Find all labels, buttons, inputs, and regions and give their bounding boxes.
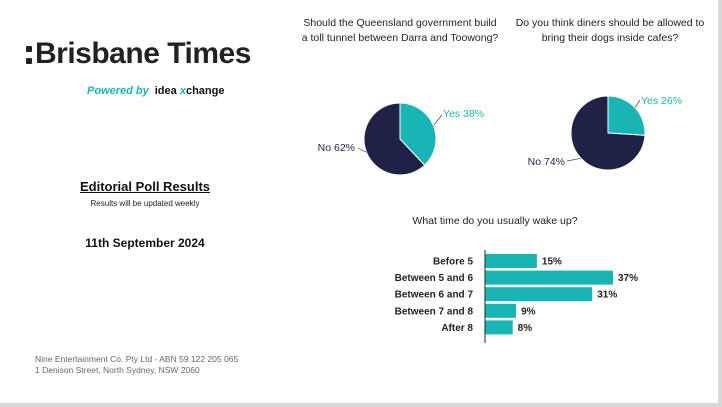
pie-1-leader-1 bbox=[357, 147, 367, 153]
bar-category-label-1: Between 5 and 6 bbox=[395, 273, 474, 284]
bar-value-label-4: 8% bbox=[518, 323, 533, 334]
bar-chart-wake-up-time: Before 5 15% Between 5 and 6 37% Between 6 a… bbox=[395, 250, 638, 343]
pie-2-title: Do you think diners should be allowed to… bbox=[515, 17, 705, 44]
bar-value-label-0: 15% bbox=[542, 257, 562, 268]
ideaxchange-logo: idea xchange bbox=[155, 85, 225, 97]
bar-1 bbox=[485, 270, 613, 285]
pie-2-label-0: Yes 26% bbox=[641, 95, 682, 107]
pie-1-slice-0 bbox=[399, 102, 437, 166]
pie-chart-dogs-in-cafes: Yes 26% No 74% bbox=[528, 95, 682, 171]
ideaxchange-x: x bbox=[179, 85, 186, 97]
bar-2 bbox=[485, 287, 593, 302]
bar-category-label-3: Between 7 and 8 bbox=[395, 306, 474, 317]
bar-category-label-0: Before 5 bbox=[433, 257, 473, 268]
pie-2-leader-0 bbox=[634, 99, 641, 108]
footer-line-2: 1 Denison Street, North Sydney, NSW 2060 bbox=[35, 365, 200, 375]
powered-by-label: Powered by bbox=[87, 85, 149, 97]
bar-category-label-2: Between 6 and 7 bbox=[395, 290, 474, 301]
pie-1-label-1: No 62% bbox=[318, 142, 355, 154]
ideaxchange-change: change bbox=[185, 85, 225, 97]
pie-2-leader-1 bbox=[566, 157, 582, 162]
footer: Nine Entertainment Co. Pty Ltd - ABN 59 … bbox=[35, 354, 238, 376]
pie-chart-toll-tunnel: Yes 38% No 62% bbox=[318, 102, 484, 176]
bar-value-label-3: 9% bbox=[521, 306, 536, 317]
bar-value-label-1: 37% bbox=[618, 273, 638, 284]
poll-subtitle: Results will be updated weekly bbox=[90, 199, 200, 208]
pie-1-title: Should the Queensland government build a… bbox=[301, 17, 499, 44]
bar-value-label-2: 31% bbox=[597, 290, 617, 301]
frame-border-right bbox=[718, 0, 722, 407]
pie-2-slice-0 bbox=[607, 95, 646, 136]
ideaxchange-idea: idea bbox=[154, 85, 177, 97]
pie-1-slice-1 bbox=[363, 102, 426, 176]
bar-4 bbox=[485, 320, 513, 335]
frame-border-bottom bbox=[0, 403, 722, 407]
footer-line-1: Nine Entertainment Co. Pty Ltd - ABN 59 … bbox=[35, 354, 239, 364]
pie-1-label-0: Yes 38% bbox=[443, 108, 484, 120]
poll-date: 11th September 2024 bbox=[85, 236, 205, 250]
bar-0 bbox=[485, 254, 537, 268]
pie-2-slice-1 bbox=[570, 95, 646, 171]
brisbane-times-logo: Brisbane Times bbox=[26, 36, 251, 72]
pie-1-leader-0 bbox=[433, 114, 443, 126]
bar-category-label-4: After 8 bbox=[441, 323, 473, 334]
logo-text: Brisbane Times bbox=[35, 37, 251, 70]
pie-2-label-1: No 74% bbox=[528, 156, 565, 168]
powered-by: Powered by idea xchange bbox=[87, 85, 224, 97]
logo-colon-icon bbox=[26, 46, 32, 64]
bar-3 bbox=[485, 303, 517, 318]
bar-chart-title: What time do you usually wake up? bbox=[412, 215, 578, 227]
poll-title: Editorial Poll Results bbox=[79, 179, 211, 194]
